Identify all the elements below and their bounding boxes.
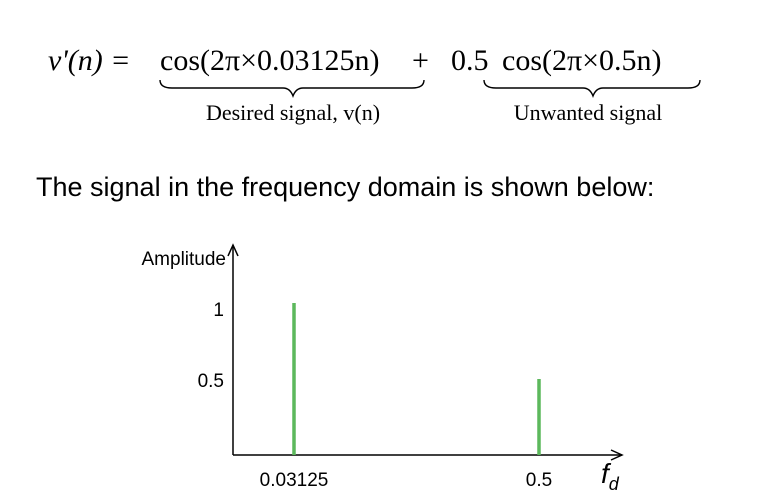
caption: The signal in the frequency domain is sh… (36, 172, 655, 202)
equation-term-unwanted: cos(2π×0.5n) (502, 44, 662, 77)
equation: v'(n) = cos(2π×0.03125n) + 0.5 cos(2π×0.… (48, 44, 701, 125)
label-unwanted-signal: Unwanted signal (514, 100, 662, 125)
chart-bars (292, 303, 541, 455)
chart-axes (227, 243, 624, 461)
y-tick-label: 1 (213, 300, 224, 321)
x-axis-arrow (610, 449, 624, 461)
label-desired-signal: Desired signal, v(n) (206, 100, 380, 125)
frequency-domain-chart: Amplitude 1 0.5 0.03125 0.5 fd (142, 243, 624, 494)
brace-desired (159, 79, 425, 98)
equation-coefficient: 0.5 (451, 44, 489, 77)
y-axis-arrow (227, 243, 239, 257)
equation-plus: + (412, 44, 429, 77)
x-tick-label: 0.5 (526, 470, 552, 491)
x-tick-label: 0.03125 (260, 470, 329, 491)
equation-term-desired: cos(2π×0.03125n) (160, 44, 380, 77)
y-axis-label: Amplitude (142, 249, 227, 270)
brace-unwanted (483, 79, 701, 98)
equation-lhs: v'(n) = (48, 44, 130, 77)
x-axis-label: fd (601, 458, 620, 494)
y-tick-label: 0.5 (198, 371, 224, 392)
